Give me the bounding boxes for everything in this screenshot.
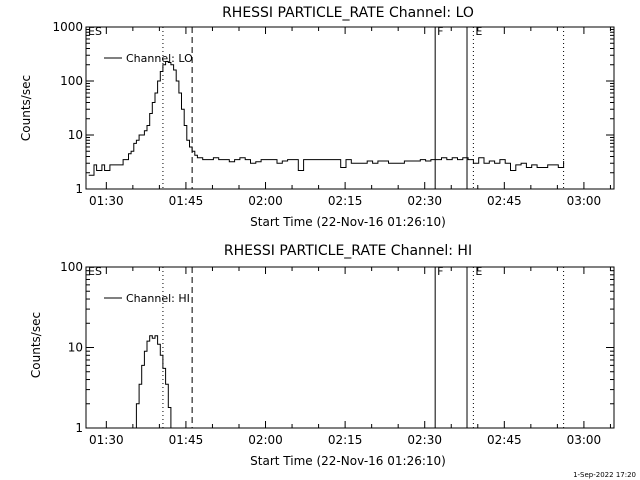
x-tick-label: 03:00: [567, 194, 602, 208]
x-tick-label: 01:45: [169, 433, 204, 447]
x-tick-label: 02:30: [407, 433, 442, 447]
legend-label: Channel: HI: [126, 292, 190, 305]
y-axis-label: Counts/sec: [19, 75, 33, 141]
y-tick-label: 10: [68, 128, 83, 142]
x-tick-label: 01:30: [89, 433, 124, 447]
y-tick-label: 1: [75, 421, 83, 435]
x-tick-label: 02:00: [248, 194, 283, 208]
event-marker-label: E: [475, 25, 482, 38]
x-tick-label: 02:15: [328, 433, 363, 447]
y-tick-label: 10: [68, 341, 83, 355]
legend-label: Channel: LO: [126, 52, 193, 65]
y-tick-label: 100: [60, 260, 83, 274]
chart-title: RHESSI PARTICLE_RATE Channel: LO: [222, 5, 474, 21]
event-marker-label: ES: [88, 265, 102, 278]
x-tick-label: 02:30: [407, 194, 442, 208]
x-tick-label: 01:45: [169, 194, 204, 208]
event-marker-label: E: [475, 265, 482, 278]
event-marker-label: F: [437, 25, 443, 38]
chart-panel-lo: RHESSI PARTICLE_RATE Channel: LO Counts/…: [19, 5, 615, 229]
x-axis-label: Start Time (22-Nov-16 01:26:10): [250, 454, 446, 468]
timestamp-footer: 1-Sep-2022 17:20: [573, 471, 636, 479]
chart-title: RHESSI PARTICLE_RATE Channel: HI: [224, 243, 472, 259]
x-tick-label: 03:00: [567, 433, 602, 447]
y-tick-label: 100: [60, 74, 83, 88]
x-tick-label: 02:15: [328, 194, 363, 208]
x-axis-label: Start Time (22-Nov-16 01:26:10): [250, 215, 446, 229]
x-tick-label: 02:45: [487, 433, 522, 447]
x-tick-label: 01:30: [89, 194, 124, 208]
y-axis-label: Counts/sec: [29, 312, 43, 378]
chart-panel-hi: RHESSI PARTICLE_RATE Channel: HI Counts/…: [29, 243, 615, 468]
x-tick-label: 02:00: [248, 433, 283, 447]
event-marker-label: ES: [88, 25, 102, 38]
y-tick-label: 1000: [52, 20, 83, 34]
series-line: [88, 61, 565, 176]
series-line: [133, 335, 172, 429]
event-marker-label: F: [437, 265, 443, 278]
x-tick-label: 02:45: [487, 194, 522, 208]
y-tick-label: 1: [75, 182, 83, 196]
